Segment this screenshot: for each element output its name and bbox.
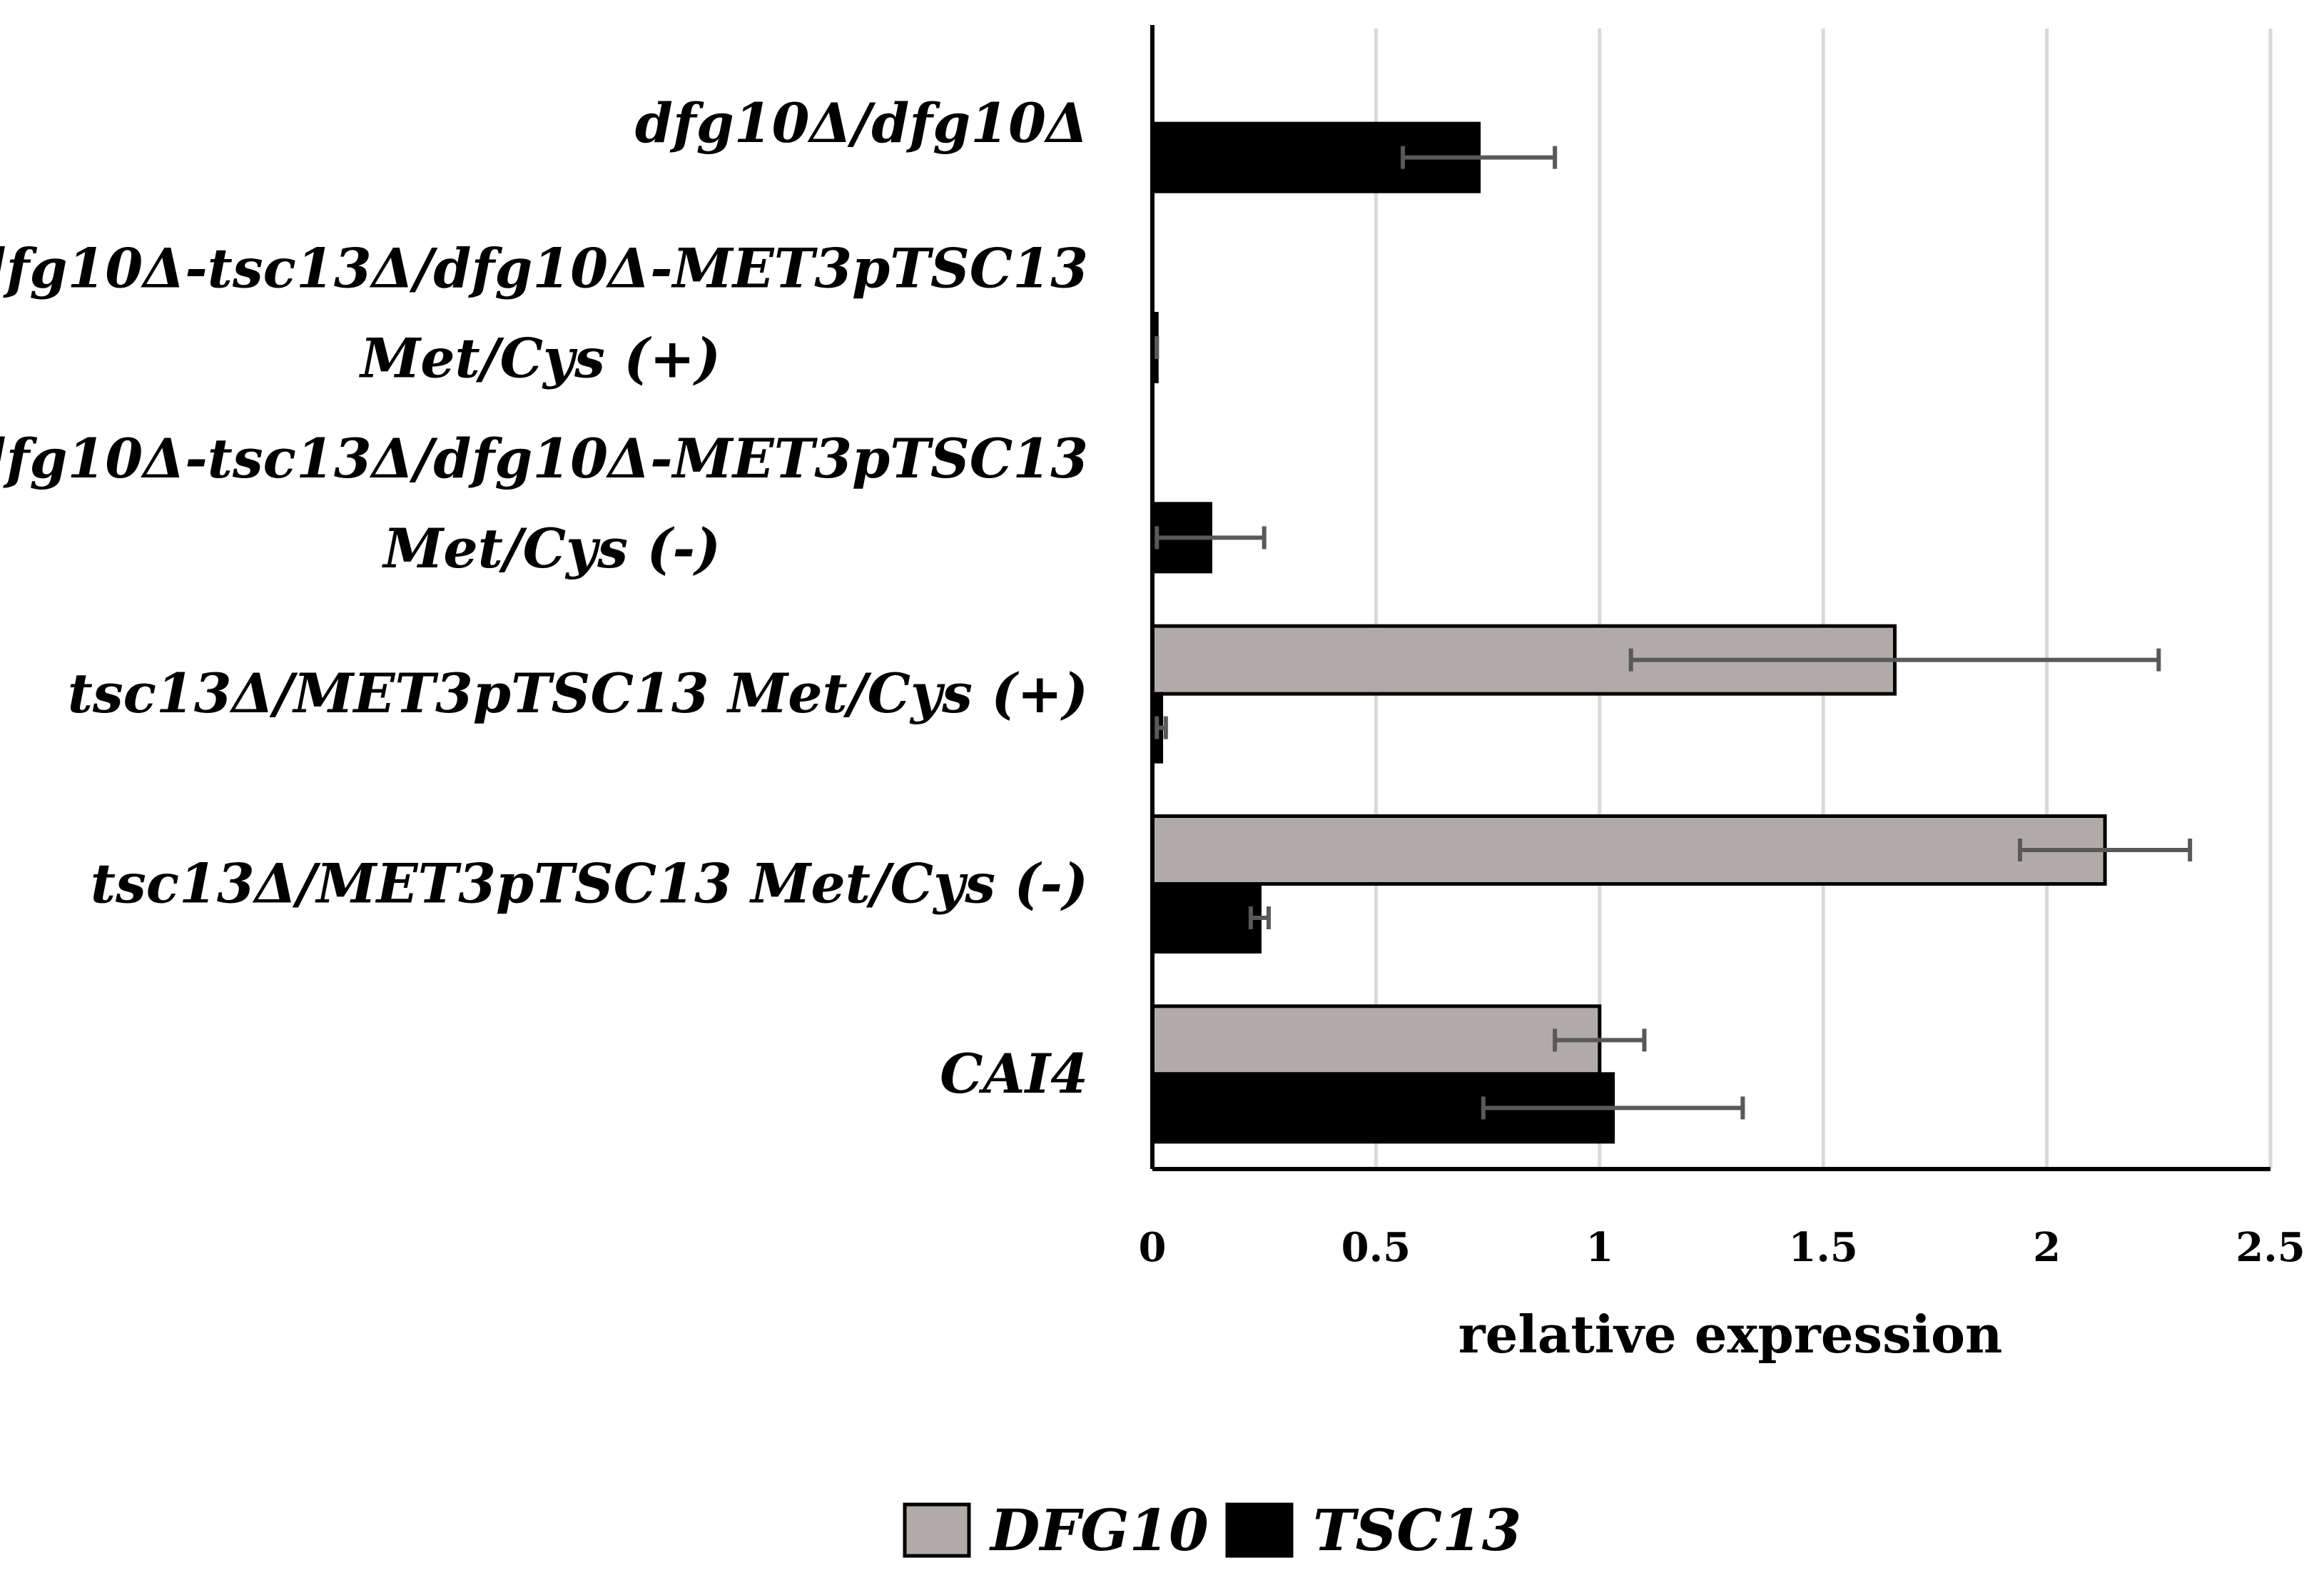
- bar-dfg10-4: [1150, 814, 2107, 886]
- axes: [1150, 25, 2270, 1171]
- category-label-2-line-1: Met/Cys (-): [381, 517, 721, 580]
- x-axis-title: relative expression: [1458, 1304, 2003, 1365]
- error-bar-tsc13-3: [1155, 716, 1168, 739]
- error-bar-tsc13-4: [1248, 906, 1271, 929]
- legend: DFG10 TSC13: [903, 1497, 1521, 1564]
- category-label-4-line-0: tsc13Δ/MET3pTSC13 Met/Cys (-): [91, 852, 1088, 916]
- error-bar-tsc13-5: [1481, 1096, 1745, 1120]
- legend-label-tsc13: TSC13: [1313, 1497, 1521, 1564]
- bar-tsc13-4: [1150, 882, 1262, 954]
- x-tick-label-5: 2.5: [2236, 1224, 2305, 1271]
- bars: [1150, 121, 2107, 1144]
- error-bar-dfg10-3: [1628, 648, 2161, 672]
- bar-dfg10-5: [1150, 1004, 1602, 1076]
- error-bar-tsc13-0: [1401, 146, 1558, 169]
- x-tick-label-2: 1: [1585, 1224, 1613, 1271]
- error-bar-dfg10-5: [1553, 1028, 1647, 1052]
- x-tick-label-4: 2: [2033, 1224, 2061, 1271]
- error-bars: [1155, 146, 2193, 1120]
- legend-swatch-tsc13: [1225, 1502, 1294, 1558]
- category-label-5-line-0: CAI4: [940, 1042, 1088, 1106]
- x-tick-label-0: 0: [1139, 1224, 1167, 1271]
- category-label-0-line-0: dfg10Δ/dfg10Δ: [635, 91, 1088, 155]
- category-label-2-line-0: dfg10Δ-tsc13Δ/dfg10Δ-MET3pTSC13: [0, 427, 1088, 490]
- legend-label-dfg10: DFG10: [989, 1497, 1209, 1564]
- x-tick-labels: 0 0.5 1 1.5 2 2.5: [1139, 1224, 2305, 1271]
- category-label-1-line-0: dfg10Δ-tsc13Δ/dfg10Δ-MET3pTSC13: [0, 237, 1088, 300]
- error-bar-tsc13-2: [1155, 526, 1267, 550]
- error-bar-dfg10-4: [2017, 839, 2193, 861]
- x-tick-label-3: 1.5: [1788, 1224, 1857, 1271]
- x-tick-label-1: 0.5: [1341, 1224, 1411, 1271]
- gridlines: [1374, 29, 2273, 1169]
- legend-swatch-dfg10: [903, 1502, 971, 1558]
- category-label-3-line-0: tsc13Δ/MET3pTSC13 Met/Cys (+): [68, 662, 1088, 725]
- category-label-1-line-1: Met/Cys (+): [358, 327, 721, 390]
- category-labels: dfg10Δ/dfg10Δ dfg10Δ-tsc13Δ/dfg10Δ-MET3pT…: [0, 91, 1088, 1106]
